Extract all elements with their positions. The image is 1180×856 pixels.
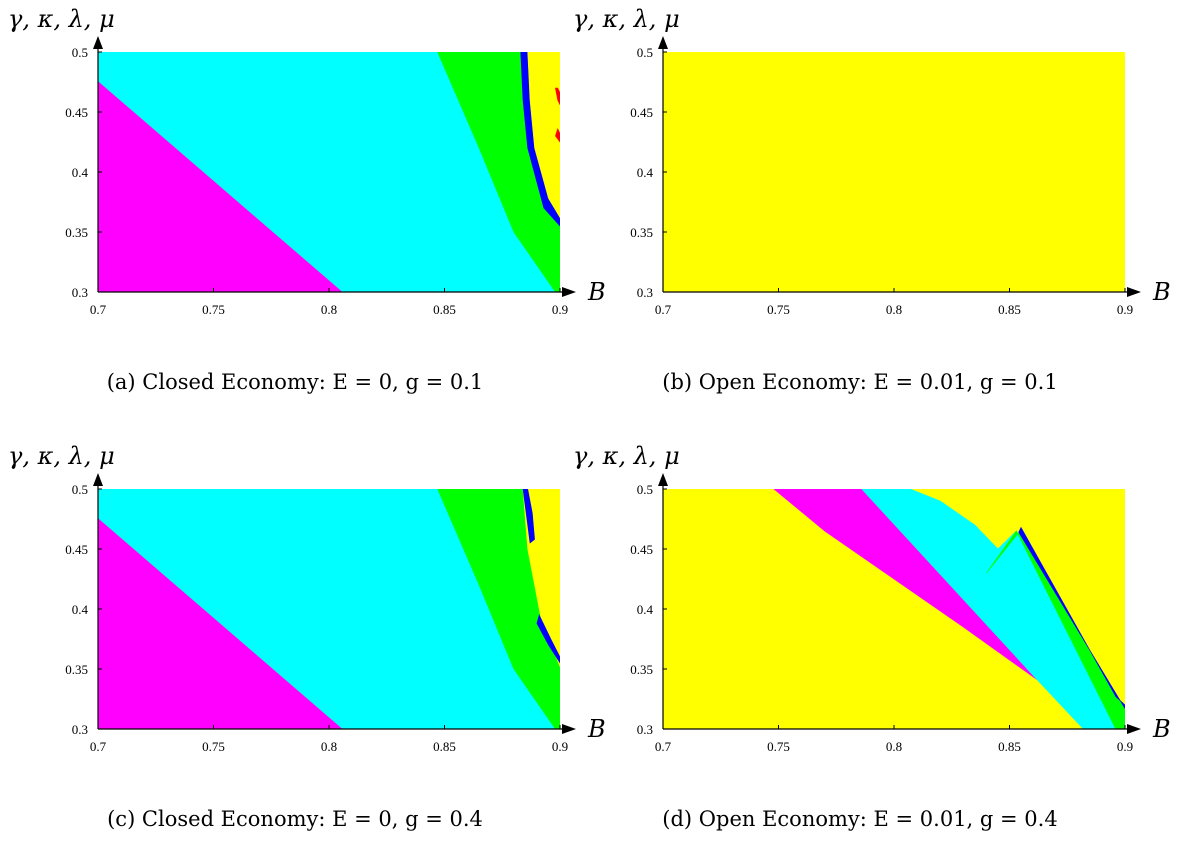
y-tick-label: 0.5 bbox=[637, 45, 653, 60]
region-5 bbox=[555, 87, 560, 105]
y-tick-label: 0.4 bbox=[637, 602, 654, 617]
region-4 bbox=[522, 489, 535, 544]
y-tick-label: 0.5 bbox=[72, 482, 88, 497]
chart-d: 0.7 0.75 0.8 0.85 0.9 0.3 0.35 0.4 0.45 0.5 Bγ, κ,… bbox=[573, 442, 1171, 754]
plot-area bbox=[663, 489, 1125, 729]
y-axis-title: γ, κ, λ, μ bbox=[8, 442, 115, 470]
caption-a: (a) Closed Economy: E = 0, g = 0.1 bbox=[106, 370, 484, 394]
x-axis-title: B bbox=[587, 715, 606, 743]
y-tick-label: 0.4 bbox=[72, 602, 89, 617]
caption-b: (b) Open Economy: E = 0.01, g = 0.1 bbox=[662, 370, 1058, 394]
y-tick-label: 0.45 bbox=[630, 105, 653, 120]
region-6 bbox=[555, 127, 560, 143]
y-tick-label: 0.35 bbox=[630, 225, 653, 240]
y-tick-label: 0.4 bbox=[72, 165, 89, 180]
region-0 bbox=[663, 52, 1125, 292]
y-tick-label: 0.45 bbox=[65, 105, 88, 120]
x-axis-arrow bbox=[562, 287, 576, 297]
x-tick-label: 0.9 bbox=[1117, 302, 1133, 317]
y-tick-label: 0.35 bbox=[65, 225, 88, 240]
x-axis-arrow bbox=[1127, 724, 1141, 734]
x-tick-label: 0.9 bbox=[1117, 739, 1133, 754]
x-tick-label: 0.9 bbox=[552, 302, 568, 317]
y-tick-label: 0.3 bbox=[72, 722, 88, 737]
x-tick-label: 0.85 bbox=[998, 739, 1021, 754]
y-axis-arrow bbox=[93, 473, 103, 486]
x-tick-label: 0.8 bbox=[321, 302, 337, 317]
x-tick-label: 0.75 bbox=[767, 739, 790, 754]
y-axis-title: γ, κ, λ, μ bbox=[8, 5, 115, 33]
x-tick-label: 0.85 bbox=[433, 739, 456, 754]
plot-area bbox=[663, 52, 1125, 292]
x-tick-label: 0.7 bbox=[655, 302, 672, 317]
y-axis-title: γ, κ, λ, μ bbox=[573, 5, 680, 33]
x-tick-label: 0.75 bbox=[767, 302, 790, 317]
x-tick-label: 0.7 bbox=[90, 739, 107, 754]
y-axis-arrow bbox=[658, 473, 668, 486]
x-tick-label: 0.8 bbox=[886, 739, 902, 754]
plot-area bbox=[98, 52, 560, 292]
region-5 bbox=[536, 614, 560, 664]
x-tick-label: 0.7 bbox=[655, 739, 672, 754]
y-tick-label: 0.5 bbox=[72, 45, 88, 60]
chart-a: 0.7 0.75 0.8 0.85 0.9 0.3 0.35 0.4 0.45 0.5 Bγ, κ,… bbox=[8, 5, 606, 317]
x-axis-title: B bbox=[1152, 278, 1171, 306]
y-tick-label: 0.4 bbox=[637, 165, 654, 180]
x-tick-label: 0.9 bbox=[552, 739, 568, 754]
x-tick-label: 0.75 bbox=[202, 739, 225, 754]
x-axis-title: B bbox=[1152, 715, 1171, 743]
y-tick-label: 0.45 bbox=[65, 542, 88, 557]
region-4 bbox=[1018, 526, 1125, 710]
y-tick-label: 0.3 bbox=[637, 722, 653, 737]
x-tick-label: 0.8 bbox=[886, 302, 902, 317]
x-tick-label: 0.85 bbox=[998, 302, 1021, 317]
x-tick-label: 0.8 bbox=[321, 739, 337, 754]
y-tick-label: 0.5 bbox=[637, 482, 653, 497]
x-axis-title: B bbox=[587, 278, 606, 306]
y-tick-label: 0.35 bbox=[630, 662, 653, 677]
y-tick-label: 0.3 bbox=[72, 285, 88, 300]
x-tick-label: 0.75 bbox=[202, 302, 225, 317]
y-axis-title: γ, κ, λ, μ bbox=[573, 442, 680, 470]
region-4 bbox=[527, 52, 560, 219]
x-axis-arrow bbox=[562, 724, 576, 734]
y-axis-arrow bbox=[93, 36, 103, 49]
region-1 bbox=[773, 489, 1038, 681]
chart-b: 0.7 0.75 0.8 0.85 0.9 0.3 0.35 0.4 0.45 0.5 Bγ, κ,… bbox=[573, 5, 1171, 317]
x-tick-label: 0.85 bbox=[433, 302, 456, 317]
caption-c: (c) Closed Economy: E = 0, g = 0.4 bbox=[107, 807, 483, 831]
region-2 bbox=[861, 489, 1117, 729]
x-tick-label: 0.7 bbox=[90, 302, 107, 317]
caption-d: (d) Open Economy: E = 0.01, g = 0.4 bbox=[662, 807, 1058, 831]
y-tick-label: 0.35 bbox=[65, 662, 88, 677]
plot-area bbox=[98, 489, 560, 729]
y-axis-arrow bbox=[658, 36, 668, 49]
chart-c: 0.7 0.75 0.8 0.85 0.9 0.3 0.35 0.4 0.45 0.5 Bγ, κ,… bbox=[8, 442, 606, 754]
y-tick-label: 0.45 bbox=[630, 542, 653, 557]
x-axis-arrow bbox=[1127, 287, 1141, 297]
y-tick-label: 0.3 bbox=[637, 285, 653, 300]
